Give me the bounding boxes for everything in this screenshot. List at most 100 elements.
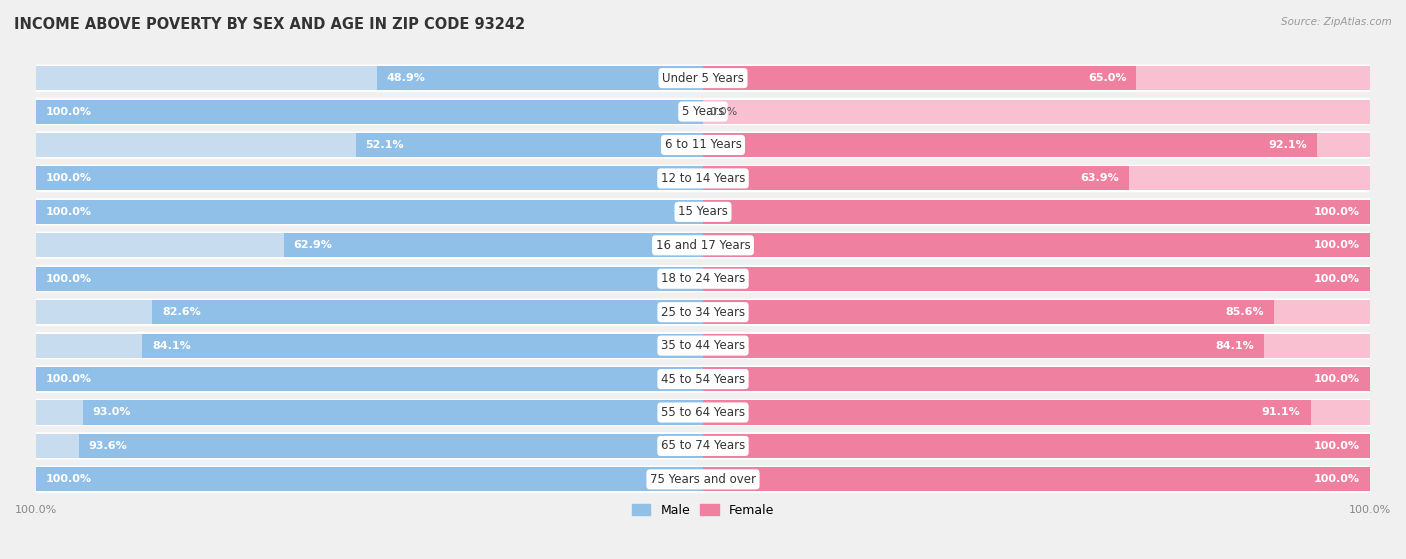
Bar: [356, 133, 703, 157]
Text: 93.6%: 93.6%: [89, 441, 128, 451]
Bar: [703, 200, 1369, 224]
Text: 93.0%: 93.0%: [93, 408, 131, 418]
Bar: [703, 300, 1274, 324]
Bar: [37, 367, 703, 391]
FancyBboxPatch shape: [37, 299, 1369, 326]
Bar: [703, 100, 1369, 124]
Text: 48.9%: 48.9%: [387, 73, 426, 83]
Bar: [703, 467, 1369, 491]
Bar: [152, 300, 703, 324]
Bar: [703, 233, 1369, 257]
Text: 15 Years: 15 Years: [678, 205, 728, 219]
Text: 35 to 44 Years: 35 to 44 Years: [661, 339, 745, 352]
FancyBboxPatch shape: [37, 265, 1369, 292]
Text: 52.1%: 52.1%: [366, 140, 404, 150]
Text: 85.6%: 85.6%: [1225, 307, 1264, 317]
Text: 0.0%: 0.0%: [710, 107, 738, 116]
Text: 100.0%: 100.0%: [1313, 441, 1360, 451]
FancyBboxPatch shape: [37, 231, 1369, 259]
Text: Under 5 Years: Under 5 Years: [662, 72, 744, 84]
Text: 100.0%: 100.0%: [46, 475, 93, 484]
Bar: [37, 467, 703, 491]
Text: 75 Years and over: 75 Years and over: [650, 473, 756, 486]
Bar: [37, 233, 703, 257]
Text: 12 to 14 Years: 12 to 14 Years: [661, 172, 745, 185]
Text: 100.0%: 100.0%: [46, 274, 93, 284]
Text: 100.0%: 100.0%: [46, 173, 93, 183]
Bar: [37, 200, 703, 224]
Bar: [703, 200, 1369, 224]
Bar: [703, 66, 1369, 90]
Text: 65 to 74 Years: 65 to 74 Years: [661, 439, 745, 452]
Text: 18 to 24 Years: 18 to 24 Years: [661, 272, 745, 285]
Bar: [79, 434, 703, 458]
Bar: [703, 267, 1369, 291]
Bar: [37, 267, 703, 291]
Text: 25 to 34 Years: 25 to 34 Years: [661, 306, 745, 319]
Bar: [703, 434, 1369, 458]
FancyBboxPatch shape: [37, 131, 1369, 159]
Bar: [703, 334, 1369, 358]
Bar: [37, 100, 703, 124]
Bar: [37, 400, 703, 424]
Bar: [703, 167, 1129, 191]
Bar: [703, 434, 1369, 458]
Text: 100.0%: 100.0%: [1313, 240, 1360, 250]
FancyBboxPatch shape: [37, 332, 1369, 359]
Bar: [703, 300, 1369, 324]
Text: 16 and 17 Years: 16 and 17 Years: [655, 239, 751, 252]
Bar: [37, 267, 703, 291]
Bar: [37, 133, 703, 157]
Legend: Male, Female: Male, Female: [627, 499, 779, 522]
FancyBboxPatch shape: [37, 466, 1369, 493]
Text: 100.0%: 100.0%: [1313, 374, 1360, 384]
Text: 62.9%: 62.9%: [294, 240, 332, 250]
Bar: [37, 167, 703, 191]
Bar: [37, 66, 703, 90]
Bar: [377, 66, 703, 90]
Bar: [142, 334, 703, 358]
Bar: [703, 133, 1317, 157]
Bar: [37, 434, 703, 458]
Bar: [703, 467, 1369, 491]
Text: 45 to 54 Years: 45 to 54 Years: [661, 372, 745, 386]
Text: Source: ZipAtlas.com: Source: ZipAtlas.com: [1281, 17, 1392, 27]
Text: 91.1%: 91.1%: [1261, 408, 1301, 418]
Bar: [37, 367, 703, 391]
Bar: [703, 400, 1369, 424]
Text: 65.0%: 65.0%: [1088, 73, 1126, 83]
Text: 5 Years: 5 Years: [682, 105, 724, 118]
Bar: [37, 467, 703, 491]
Text: 100.0%: 100.0%: [46, 207, 93, 217]
FancyBboxPatch shape: [37, 366, 1369, 393]
FancyBboxPatch shape: [37, 165, 1369, 192]
FancyBboxPatch shape: [37, 98, 1369, 125]
Bar: [37, 200, 703, 224]
Text: 100.0%: 100.0%: [46, 374, 93, 384]
Text: 100.0%: 100.0%: [46, 107, 93, 116]
Text: 92.1%: 92.1%: [1268, 140, 1308, 150]
Bar: [703, 233, 1369, 257]
Bar: [703, 167, 1369, 191]
Text: 55 to 64 Years: 55 to 64 Years: [661, 406, 745, 419]
Bar: [37, 334, 703, 358]
Bar: [703, 367, 1369, 391]
Bar: [284, 233, 703, 257]
FancyBboxPatch shape: [37, 198, 1369, 226]
Text: 84.1%: 84.1%: [1215, 340, 1254, 350]
FancyBboxPatch shape: [37, 432, 1369, 459]
Bar: [37, 167, 703, 191]
Bar: [37, 300, 703, 324]
Bar: [703, 267, 1369, 291]
Bar: [37, 100, 703, 124]
Bar: [703, 133, 1369, 157]
Text: 100.0%: 100.0%: [1313, 207, 1360, 217]
Bar: [83, 400, 703, 424]
Text: 6 to 11 Years: 6 to 11 Years: [665, 139, 741, 151]
Text: 100.0%: 100.0%: [1313, 475, 1360, 484]
Text: 82.6%: 82.6%: [162, 307, 201, 317]
Bar: [703, 367, 1369, 391]
Bar: [703, 334, 1264, 358]
FancyBboxPatch shape: [37, 399, 1369, 426]
Text: 84.1%: 84.1%: [152, 340, 191, 350]
